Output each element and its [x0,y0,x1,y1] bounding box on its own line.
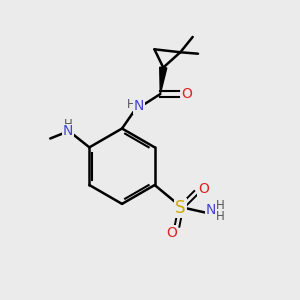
Text: O: O [182,87,192,101]
Text: S: S [175,199,186,217]
Text: H: H [216,210,224,223]
Text: H: H [64,118,72,131]
Text: H: H [128,98,136,111]
Text: N: N [134,99,144,113]
Text: O: O [198,182,209,196]
Text: O: O [166,226,177,240]
Text: N: N [63,124,73,138]
Text: H: H [216,200,224,212]
Polygon shape [160,67,167,94]
Text: N: N [206,203,216,217]
